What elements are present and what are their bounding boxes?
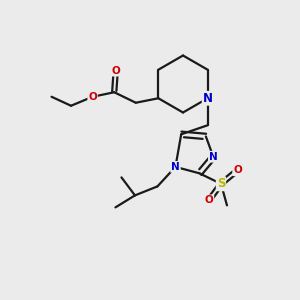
Text: O: O xyxy=(111,66,120,76)
Text: O: O xyxy=(205,195,213,205)
Text: S: S xyxy=(217,177,225,190)
Text: N: N xyxy=(171,162,180,172)
Text: O: O xyxy=(88,92,97,102)
Text: N: N xyxy=(209,152,218,162)
Text: N: N xyxy=(203,92,213,105)
Text: O: O xyxy=(233,165,242,175)
